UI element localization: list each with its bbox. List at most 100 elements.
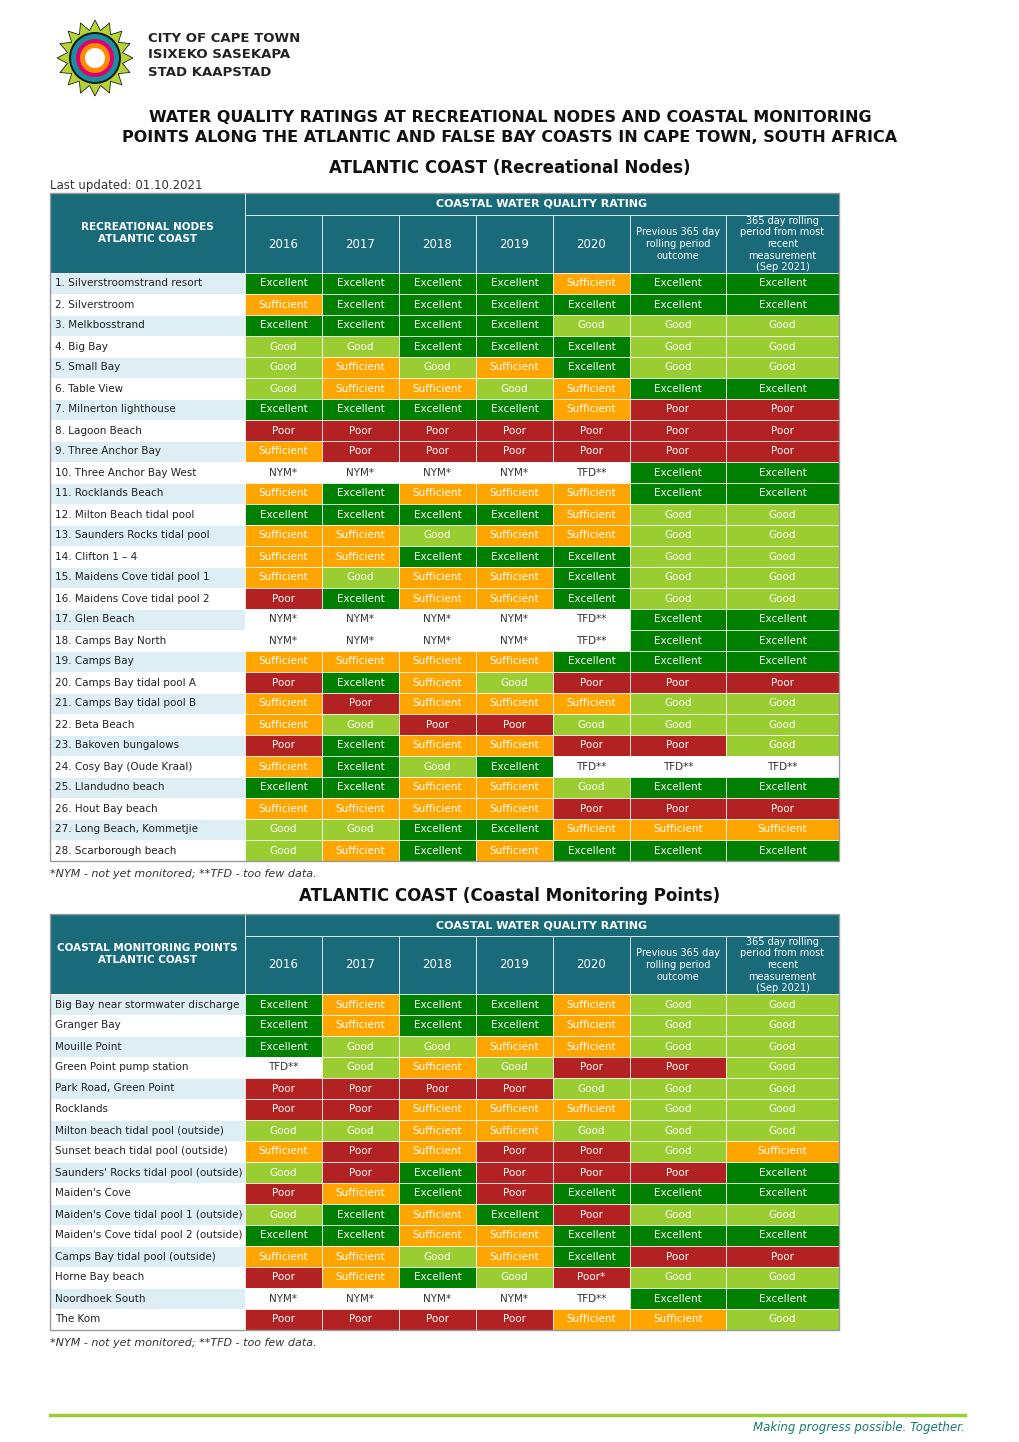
Text: Sufficient: Sufficient — [489, 783, 539, 793]
Bar — [398, 314, 476, 336]
Bar — [726, 1204, 839, 1226]
Bar — [552, 567, 630, 588]
Bar — [476, 841, 552, 861]
Text: Excellent: Excellent — [490, 761, 538, 771]
Text: 17. Glen Beach: 17. Glen Beach — [55, 614, 135, 624]
Bar — [630, 314, 726, 336]
Bar — [726, 1035, 839, 1057]
Text: Good: Good — [663, 531, 691, 541]
Bar — [322, 1182, 398, 1204]
Text: COASTAL MONITORING POINTS
ATLANTIC COAST: COASTAL MONITORING POINTS ATLANTIC COAST — [57, 943, 237, 965]
Text: Excellent: Excellent — [653, 489, 701, 499]
Text: 365 day rolling
period from most
recent
measurement
(Sep 2021): 365 day rolling period from most recent … — [740, 216, 823, 273]
Bar — [50, 1268, 245, 1288]
Bar — [322, 841, 398, 861]
Text: Sufficient: Sufficient — [489, 845, 539, 855]
Bar — [630, 1099, 726, 1120]
Bar — [245, 1309, 322, 1330]
Bar — [476, 420, 552, 441]
Bar — [322, 630, 398, 650]
Bar — [245, 193, 839, 215]
Text: Good: Good — [768, 320, 796, 330]
Text: Sufficient: Sufficient — [567, 1105, 615, 1115]
Text: Good: Good — [768, 999, 796, 1009]
Bar — [630, 1120, 726, 1141]
Bar — [50, 1057, 245, 1079]
Bar — [322, 735, 398, 756]
Text: Good: Good — [577, 320, 604, 330]
Bar — [726, 588, 839, 609]
Bar — [245, 756, 322, 777]
Bar — [630, 1204, 726, 1226]
Text: Excellent: Excellent — [414, 320, 461, 330]
Text: Sufficient: Sufficient — [489, 1126, 539, 1135]
Text: Excellent: Excellent — [414, 1272, 461, 1282]
Bar — [630, 420, 726, 441]
Text: 11. Rocklands Beach: 11. Rocklands Beach — [55, 489, 163, 499]
Bar — [50, 650, 245, 672]
Text: Good: Good — [768, 594, 796, 604]
Bar — [726, 461, 839, 483]
Text: 19. Camps Bay: 19. Camps Bay — [55, 656, 133, 666]
Bar — [245, 1057, 322, 1079]
Bar — [726, 1162, 839, 1182]
Bar — [398, 1204, 476, 1226]
Bar — [476, 314, 552, 336]
Text: TFD**: TFD** — [268, 1063, 299, 1073]
Text: Making progress possible. Together.: Making progress possible. Together. — [753, 1422, 964, 1435]
Bar — [552, 630, 630, 650]
Text: 15. Maidens Cove tidal pool 1: 15. Maidens Cove tidal pool 1 — [55, 572, 210, 583]
Bar — [476, 1162, 552, 1182]
Text: NYM*: NYM* — [423, 636, 451, 646]
Text: Poor: Poor — [426, 447, 448, 457]
Bar — [245, 714, 322, 735]
Bar — [322, 461, 398, 483]
Bar — [552, 694, 630, 714]
Circle shape — [79, 43, 110, 74]
Text: Sufficient: Sufficient — [489, 1230, 539, 1240]
Bar — [552, 273, 630, 294]
Circle shape — [69, 32, 121, 84]
Text: Good: Good — [768, 741, 796, 750]
Bar — [476, 1288, 552, 1309]
Bar — [398, 936, 476, 994]
Text: Good: Good — [269, 825, 297, 835]
Text: Poor: Poor — [580, 447, 602, 457]
Bar — [322, 1204, 398, 1226]
Bar — [552, 1162, 630, 1182]
Text: Poor: Poor — [770, 425, 793, 435]
Text: 28. Scarborough beach: 28. Scarborough beach — [55, 845, 176, 855]
Text: 23. Bakoven bungalows: 23. Bakoven bungalows — [55, 741, 179, 750]
Bar — [726, 441, 839, 461]
Text: 8. Lagoon Beach: 8. Lagoon Beach — [55, 425, 142, 435]
Text: TFD**: TFD** — [576, 467, 606, 477]
Bar — [630, 777, 726, 797]
Bar — [630, 797, 726, 819]
Bar — [50, 193, 245, 215]
Bar — [322, 1288, 398, 1309]
Text: Sufficient: Sufficient — [489, 531, 539, 541]
Text: ATLANTIC COAST (Recreational Nodes): ATLANTIC COAST (Recreational Nodes) — [329, 159, 690, 177]
Bar — [398, 1182, 476, 1204]
Text: 12. Milton Beach tidal pool: 12. Milton Beach tidal pool — [55, 509, 195, 519]
Text: Sufficient: Sufficient — [567, 825, 615, 835]
Bar — [322, 694, 398, 714]
Bar — [476, 672, 552, 694]
Text: Good: Good — [663, 342, 691, 352]
Text: WATER QUALITY RATINGS AT RECREATIONAL NODES AND COASTAL MONITORING: WATER QUALITY RATINGS AT RECREATIONAL NO… — [149, 111, 870, 125]
Text: Poor: Poor — [348, 1315, 372, 1325]
Text: NYM*: NYM* — [500, 636, 528, 646]
Text: Poor: Poor — [502, 425, 526, 435]
Bar — [322, 215, 398, 273]
Text: Poor: Poor — [272, 741, 294, 750]
Bar — [245, 936, 322, 994]
Bar — [322, 273, 398, 294]
Text: NYM*: NYM* — [346, 636, 374, 646]
Text: TFD**: TFD** — [766, 761, 797, 771]
Text: Excellent: Excellent — [758, 845, 806, 855]
Text: Sunset beach tidal pool (outside): Sunset beach tidal pool (outside) — [55, 1146, 227, 1156]
Text: Excellent: Excellent — [567, 1252, 614, 1262]
Bar — [552, 378, 630, 399]
Bar — [726, 1120, 839, 1141]
Bar — [50, 672, 245, 694]
